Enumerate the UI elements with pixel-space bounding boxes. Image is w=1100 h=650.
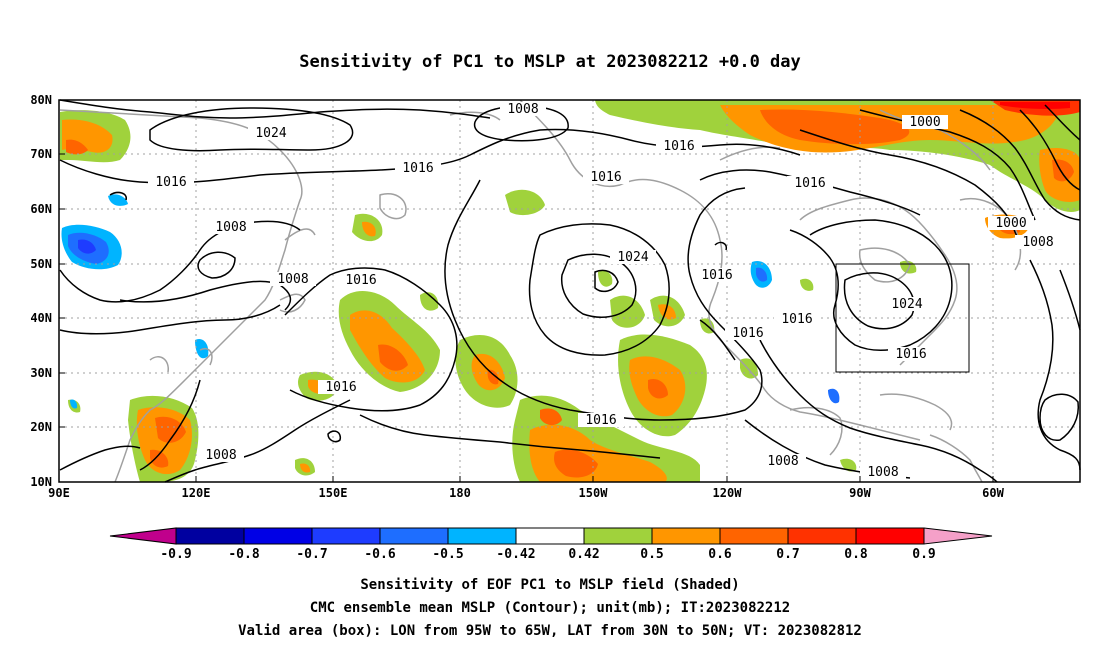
colorbar-label: 0.9 <box>912 547 935 562</box>
lon-tick-label: 90E <box>48 486 70 500</box>
lon-tick-label: 150W <box>579 486 609 500</box>
colorbar-swatch <box>311 527 381 545</box>
lat-tick-label: 40N <box>30 311 52 325</box>
lon-axis: 90E 120E 150E 180 150W 120W 90W 60W <box>48 476 1005 500</box>
map-frame <box>58 99 1081 483</box>
colorbar-swatch <box>855 527 925 545</box>
contour-label: 1016 <box>794 176 825 191</box>
colorbar-label: -0.8 <box>228 547 259 562</box>
colorbar-swatch <box>175 527 245 545</box>
lat-tick-label: 20N <box>30 420 52 434</box>
lat-tick-label: 80N <box>30 93 52 107</box>
colorbar-swatch <box>583 527 653 545</box>
lat-tick-label: 10N <box>30 475 52 489</box>
contour-label: 1000 <box>995 216 1026 231</box>
colorbar-label: -0.6 <box>364 547 395 562</box>
contour-label: 1016 <box>345 273 376 288</box>
colorbar-swatch <box>651 527 721 545</box>
valid-area-box <box>835 263 970 373</box>
lat-tick-label: 60N <box>30 202 52 216</box>
contour-label: 1008 <box>767 454 798 469</box>
contour-label: 1016 <box>781 312 812 327</box>
colorbar-swatch <box>379 527 449 545</box>
contour-label: 1008 <box>867 465 898 480</box>
contour-label: 1016 <box>585 413 616 428</box>
colorbar-swatch <box>787 527 857 545</box>
lon-tick-label: 90W <box>849 486 871 500</box>
contour-label: 1016 <box>155 175 186 190</box>
contour-label: 1008 <box>277 272 308 287</box>
contour-label: 1000 <box>909 115 940 130</box>
contour-label: 1016 <box>895 347 926 362</box>
map-panel: 1008 1024 1016 1016 1016 1016 1000 1008 … <box>58 99 1081 483</box>
lat-tick-label: 70N <box>30 147 52 161</box>
colorbar-label: -0.9 <box>160 547 191 562</box>
contour-label: 1016 <box>701 268 732 283</box>
colorbar-swatch <box>447 527 517 545</box>
colorbar-label: 0.7 <box>776 547 799 562</box>
colorbar-label: -0.7 <box>296 547 327 562</box>
contour-label: 1016 <box>590 170 621 185</box>
colorbar-label: 0.8 <box>844 547 868 562</box>
contour-label: 1008 <box>1022 235 1053 250</box>
colorbar-label: 0.42 <box>568 547 599 562</box>
contour-label: 1016 <box>325 380 356 395</box>
lon-tick-label: 120E <box>182 486 211 500</box>
lon-tick-label: 150E <box>319 486 348 500</box>
lon-tick-label: 180 <box>449 486 471 500</box>
caption-line-1: Sensitivity of EOF PC1 to MSLP field (Sh… <box>360 577 739 593</box>
contour-label: 1008 <box>205 448 236 463</box>
caption-line-3: Valid area (box): LON from 95W to 65W, L… <box>238 623 862 639</box>
colorbar-swatch <box>515 527 585 545</box>
colorbar-label: -0.42 <box>496 547 535 562</box>
colorbar-label: -0.5 <box>432 547 463 562</box>
contour-label: 1016 <box>663 139 694 154</box>
colorbar-arrow-low <box>109 527 177 545</box>
contour-label: 1024 <box>891 297 922 312</box>
lat-tick-label: 50N <box>30 257 52 271</box>
contour-label: 1016 <box>402 161 433 176</box>
contour-label: 1008 <box>215 220 246 235</box>
colorbar-label: 0.6 <box>708 547 732 562</box>
contour-label: 1024 <box>617 250 648 265</box>
colorbar-label: 0.5 <box>640 547 663 562</box>
contour-label: 1008 <box>507 102 538 117</box>
colorbar-arrow-high <box>923 527 993 545</box>
contour-labels: 1008 1024 1016 1016 1016 1016 1000 1008 … <box>148 102 1061 480</box>
figure-title: Sensitivity of PC1 to MSLP at 2023082212… <box>299 52 801 72</box>
lon-tick-label: 60W <box>982 486 1004 500</box>
colorbar-swatch <box>719 527 789 545</box>
colorbar: -0.9 -0.8 -0.7 -0.6 -0.5 -0.42 0.42 0.5 0.6 0.7 0.… <box>109 527 993 562</box>
lat-tick-label: 30N <box>30 366 52 380</box>
colorbar-swatch <box>243 527 313 545</box>
contour-label: 1016 <box>732 326 763 341</box>
contour-label: 1024 <box>255 126 286 141</box>
caption-line-2: CMC ensemble mean MSLP (Contour); unit(m… <box>310 600 790 616</box>
lon-tick-label: 120W <box>713 486 743 500</box>
lat-axis: 80N 70N 60N 50N 40N 30N 20N 10N <box>30 93 65 489</box>
